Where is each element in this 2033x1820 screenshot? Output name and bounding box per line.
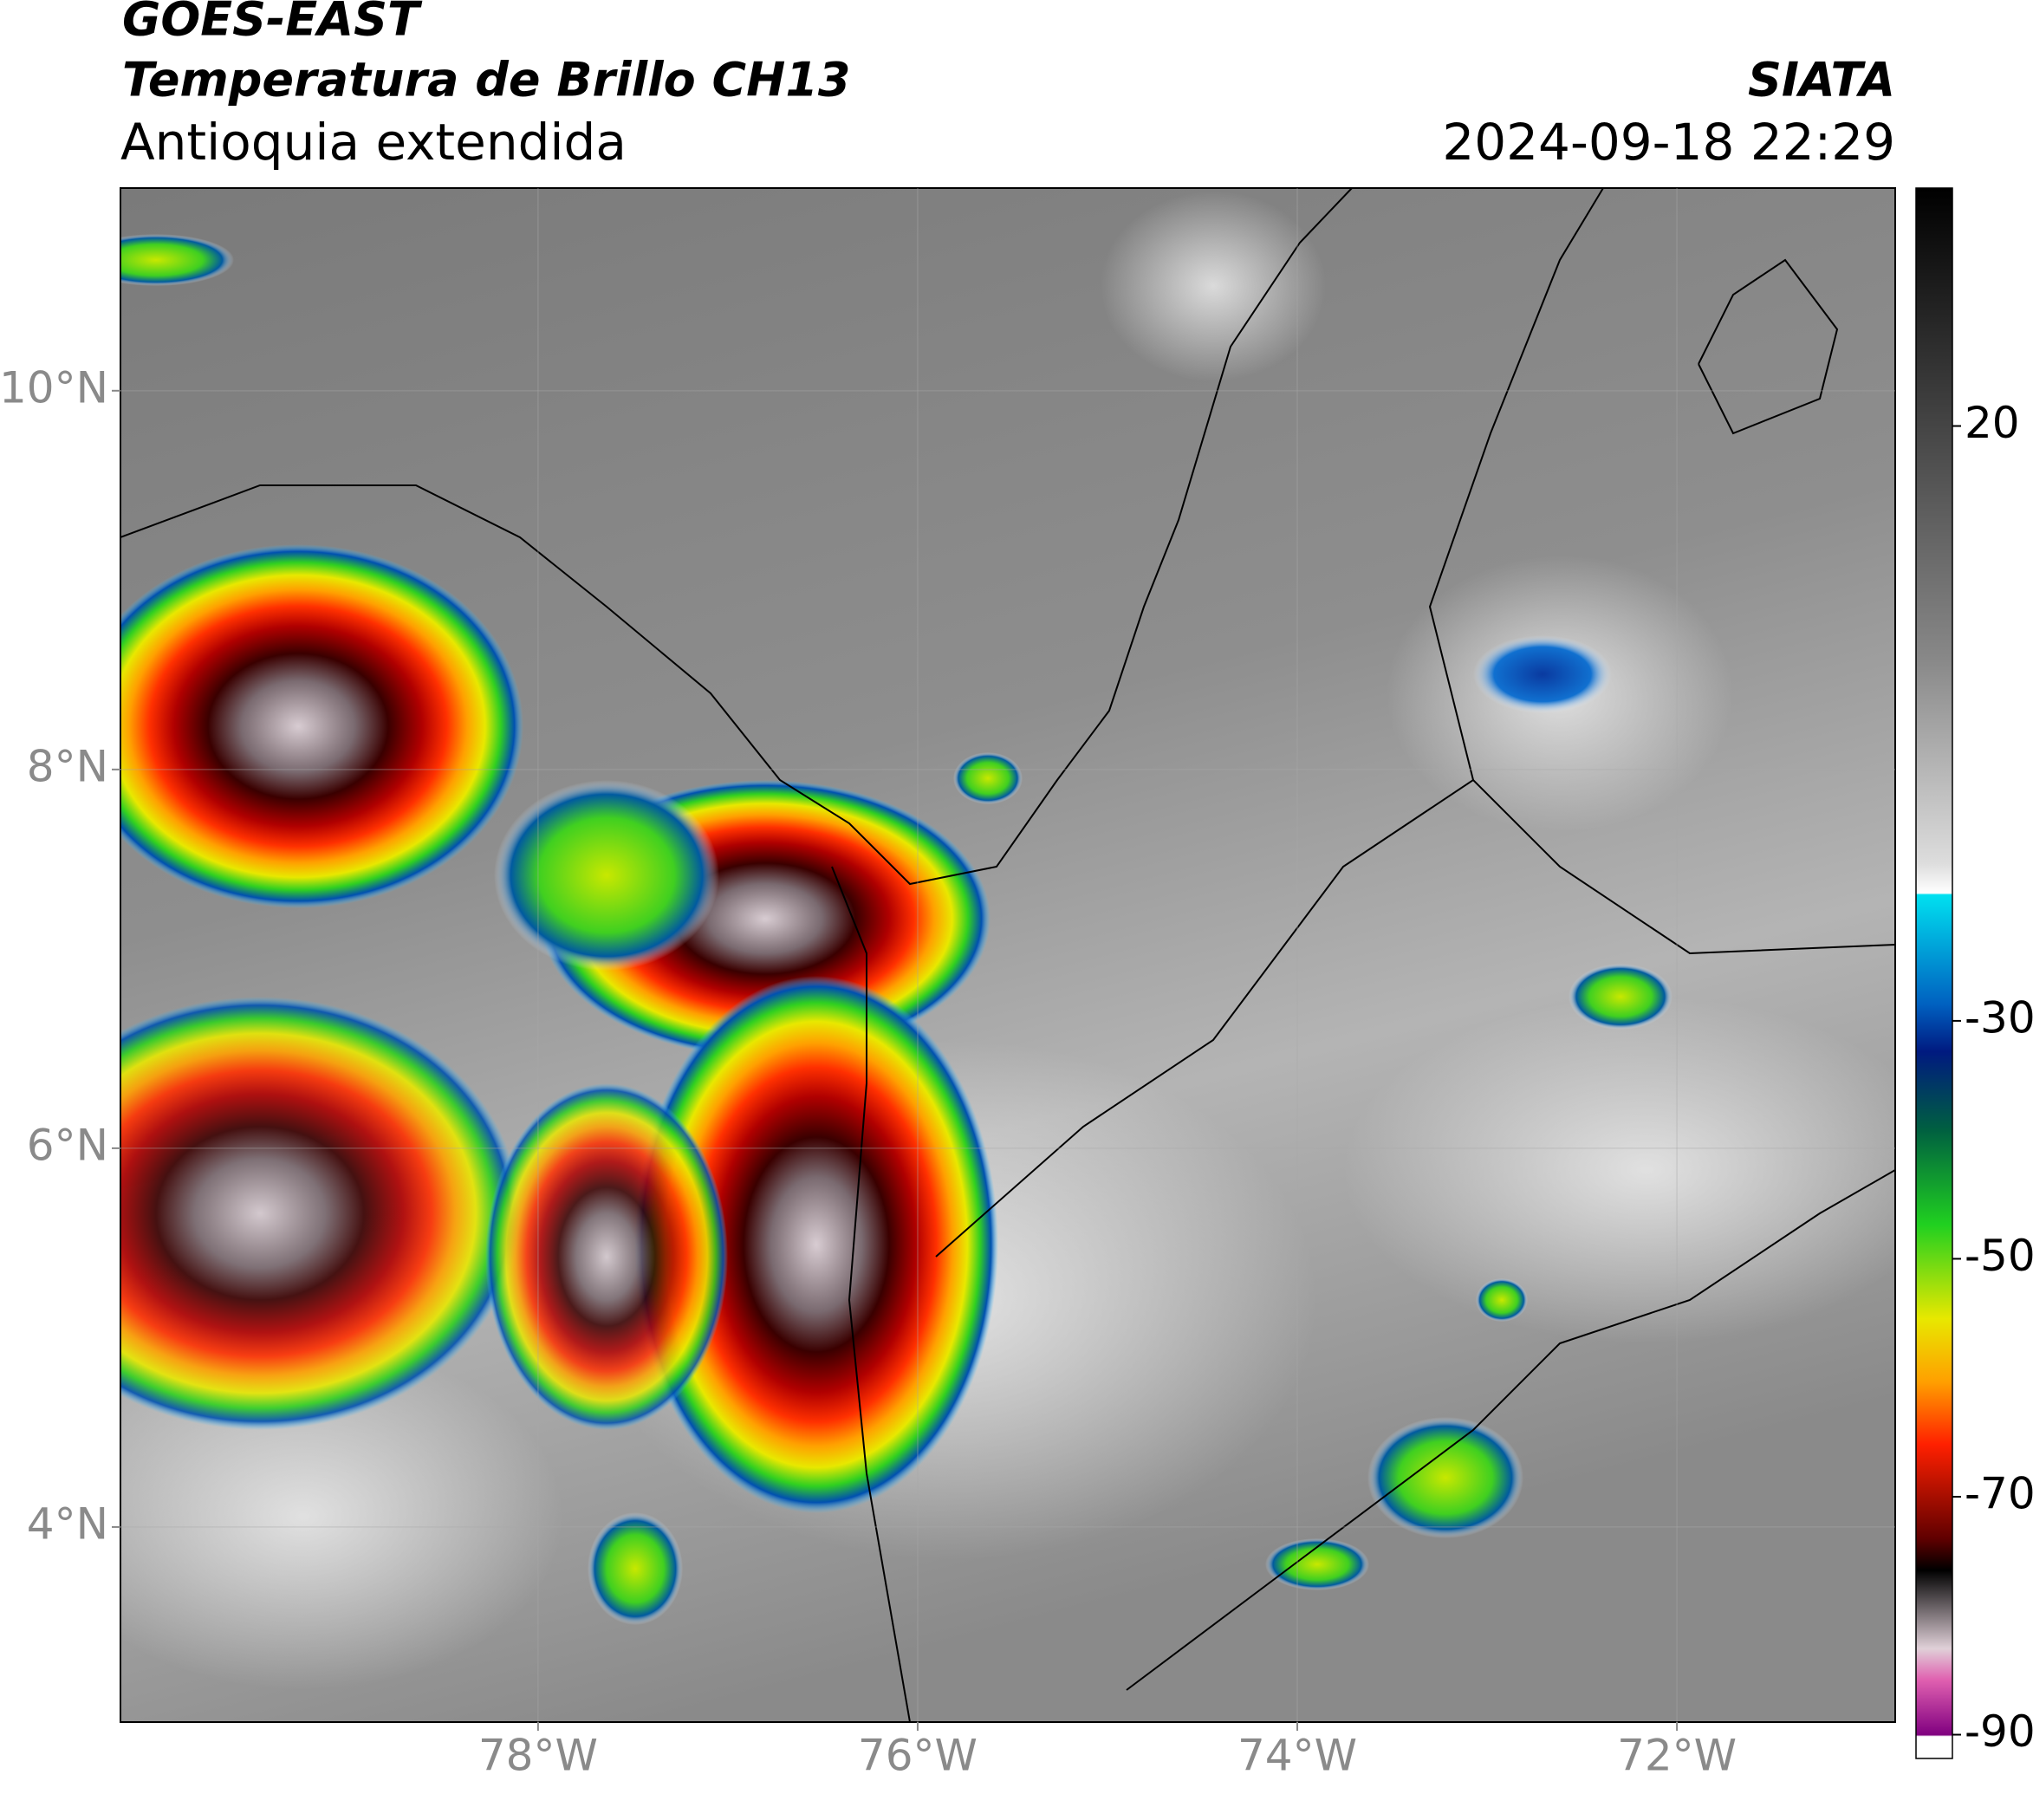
colorbar-tick-label: -90: [1965, 1706, 2033, 1757]
title: GOES-EAST: [122, 0, 423, 47]
subtitle: Temperatura de Brillo CH13: [122, 53, 851, 107]
y-tick-label: 4°N: [27, 1498, 108, 1549]
x-tick-label: 78°W: [478, 1731, 598, 1781]
source: SIATA: [1748, 53, 1895, 107]
satellite-image: [120, 188, 1895, 1722]
colorbar-tick-label: -50: [1965, 1231, 2033, 1281]
y-tick-label: 8°N: [27, 741, 108, 791]
colorbar-tick-label: -30: [1965, 992, 2033, 1043]
y-tick-label: 10°N: [0, 362, 108, 413]
x-tick-label: 74°W: [1237, 1731, 1357, 1781]
timestamp: 2024-09-18 22:29: [1442, 113, 1895, 172]
region: Antioquia extendida: [120, 113, 627, 172]
x-tick-label: 76°W: [858, 1731, 978, 1781]
y-tick-label: 6°N: [27, 1120, 108, 1170]
map-frame: [120, 187, 1896, 1723]
colorbar: [1915, 187, 1953, 1759]
x-tick-label: 72°W: [1617, 1731, 1737, 1781]
colorbar-tick-label: 20: [1965, 398, 2020, 448]
colorbar-tick-label: -70: [1965, 1469, 2033, 1519]
